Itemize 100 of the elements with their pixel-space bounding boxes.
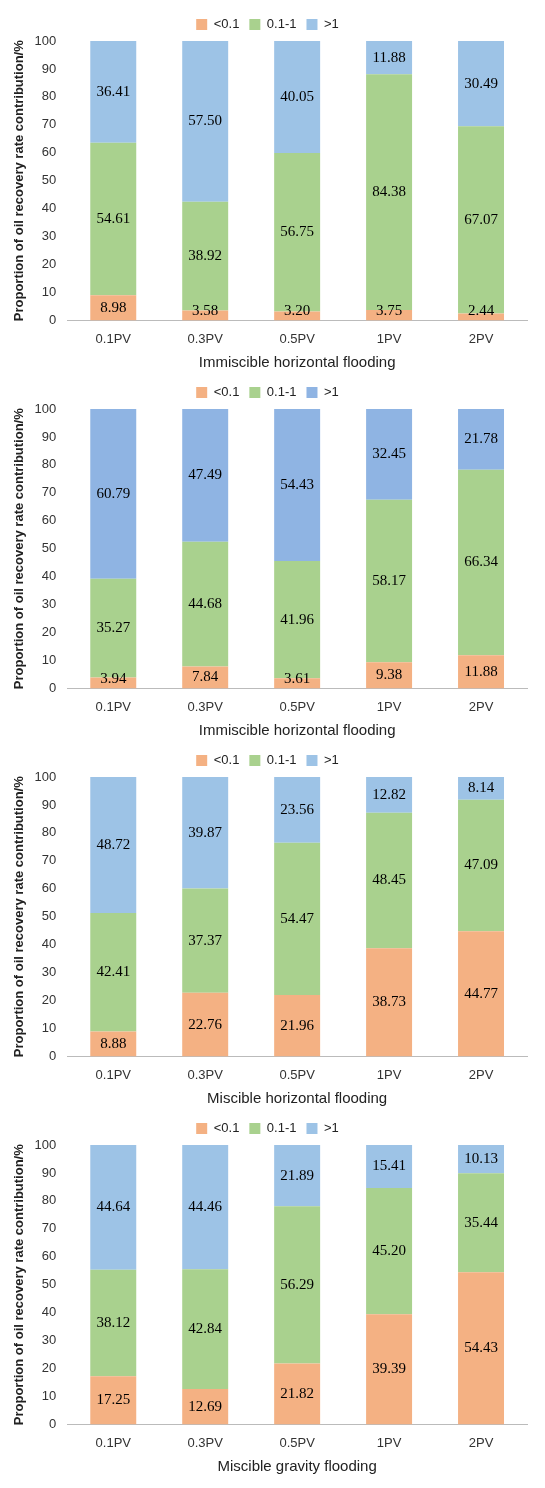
data-label: 12.69 xyxy=(188,1397,223,1414)
data-label: 3.20 xyxy=(284,302,311,319)
y-tick-label: 30 xyxy=(41,596,57,612)
y-tick-label: 10 xyxy=(41,1388,57,1404)
y-tick-label: 20 xyxy=(41,624,57,640)
data-label: 58.17 xyxy=(372,571,407,588)
y-tick-label: 60 xyxy=(41,144,57,160)
data-label: 54.61 xyxy=(96,209,131,226)
bar xyxy=(458,1272,505,1425)
bar xyxy=(366,499,413,663)
x-tick-label: 0.1PV xyxy=(95,698,132,714)
x-tick-label: 0.1PV xyxy=(95,1066,132,1082)
y-tick-label: 30 xyxy=(41,228,57,244)
y-tick-label: 50 xyxy=(41,908,57,924)
x-tick-label: 0.3PV xyxy=(187,1066,224,1082)
y-tick-label: 100 xyxy=(34,1136,57,1152)
bar xyxy=(458,41,505,127)
bar xyxy=(182,409,229,542)
bar xyxy=(274,409,321,562)
data-label: 3.58 xyxy=(192,302,219,319)
data-label: 21.78 xyxy=(464,430,498,447)
bar xyxy=(366,777,413,813)
bar xyxy=(366,1145,413,1189)
data-label: 35.44 xyxy=(464,1213,499,1230)
data-label: 35.27 xyxy=(96,619,131,636)
legend-label: >1 xyxy=(323,752,339,768)
y-tick-label: 20 xyxy=(41,992,57,1008)
bar xyxy=(274,41,321,153)
data-label: 48.72 xyxy=(96,835,131,852)
data-label: 15.41 xyxy=(372,1157,406,1174)
y-tick-label: 80 xyxy=(41,824,57,840)
y-axis-title: Proportion of oil recovery rate contribution/% xyxy=(11,1143,27,1426)
data-label: 44.64 xyxy=(96,1198,131,1215)
bar xyxy=(274,777,321,843)
y-tick-label: 0 xyxy=(49,679,57,695)
data-label: 22.76 xyxy=(188,1015,223,1032)
bar xyxy=(458,1173,505,1273)
x-tick-label: 0.5PV xyxy=(279,1066,316,1082)
x-axis-title: Miscible horizontal flooding xyxy=(207,1089,388,1107)
x-tick-label: 2PV xyxy=(468,1434,494,1450)
y-tick-label: 80 xyxy=(41,88,57,104)
data-label: 38.12 xyxy=(96,1313,131,1330)
x-axis-title: Miscible gravity flooding xyxy=(217,1457,377,1475)
x-tick-label: 0.3PV xyxy=(187,330,224,346)
data-label: 42.41 xyxy=(96,963,131,980)
legend-label: <0.1 xyxy=(213,752,240,768)
y-tick-label: 40 xyxy=(41,936,57,952)
data-label: 21.82 xyxy=(280,1384,315,1401)
data-label: 54.43 xyxy=(280,475,315,492)
data-label: 8.98 xyxy=(100,298,127,315)
y-tick-label: 100 xyxy=(34,768,57,784)
bar xyxy=(182,1269,229,1389)
data-label: 39.87 xyxy=(188,823,223,840)
data-label: 3.75 xyxy=(375,302,403,319)
bar xyxy=(182,992,229,1057)
data-label: 56.75 xyxy=(280,223,315,240)
y-tick-label: 40 xyxy=(41,200,57,216)
y-tick-label: 80 xyxy=(41,456,57,472)
y-tick-label: 10 xyxy=(41,284,57,300)
y-tick-label: 0 xyxy=(49,1047,57,1063)
y-tick-label: 10 xyxy=(41,1020,57,1036)
x-tick-label: 0.1PV xyxy=(95,330,132,346)
bar xyxy=(90,1376,137,1425)
y-tick-label: 60 xyxy=(41,512,57,528)
bar xyxy=(366,948,413,1057)
data-label: 23.56 xyxy=(280,800,315,817)
legend-label: <0.1 xyxy=(213,1120,240,1136)
bar xyxy=(90,1145,137,1270)
x-tick-label: 2PV xyxy=(468,698,494,714)
bar xyxy=(366,812,413,949)
x-tick-label: 0.5PV xyxy=(279,330,316,346)
bar xyxy=(182,1145,229,1270)
data-label: 11.88 xyxy=(372,48,406,65)
y-tick-label: 30 xyxy=(41,1332,57,1348)
legend-label: <0.1 xyxy=(213,384,240,400)
y-axis-title: Proportion of oil recovery rate contribution/% xyxy=(11,775,27,1058)
legend-label: 0.1-1 xyxy=(266,752,297,768)
bar xyxy=(458,409,505,470)
bar xyxy=(274,1145,321,1207)
y-tick-label: 20 xyxy=(41,1360,57,1376)
y-tick-label: 20 xyxy=(41,256,57,272)
y-tick-label: 70 xyxy=(41,852,57,868)
y-tick-label: 100 xyxy=(34,400,57,416)
bar xyxy=(90,41,137,143)
legend-label: 0.1-1 xyxy=(266,1120,297,1136)
bar xyxy=(90,409,137,579)
bar xyxy=(182,541,229,667)
data-label: 54.47 xyxy=(280,909,315,926)
data-label: 47.09 xyxy=(464,856,498,873)
y-tick-label: 50 xyxy=(41,1276,57,1292)
data-label: 8.14 xyxy=(467,779,495,796)
legend-label: >1 xyxy=(323,1120,339,1136)
y-tick-label: 30 xyxy=(41,964,57,980)
data-label: 38.73 xyxy=(372,993,406,1010)
data-label: 44.77 xyxy=(464,984,499,1001)
data-label: 37.37 xyxy=(188,931,223,948)
data-label: 84.38 xyxy=(372,182,406,199)
bar xyxy=(366,1314,413,1425)
x-tick-label: 0.5PV xyxy=(279,698,316,714)
y-tick-label: 90 xyxy=(41,60,57,76)
